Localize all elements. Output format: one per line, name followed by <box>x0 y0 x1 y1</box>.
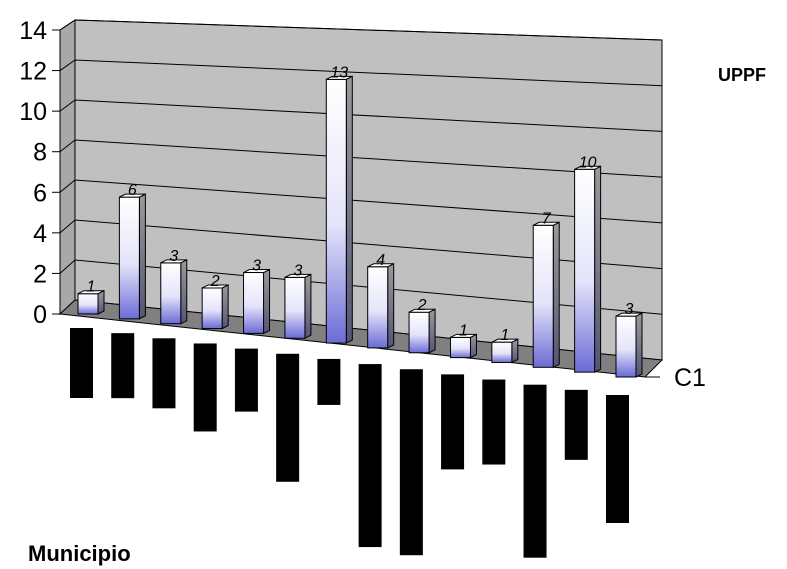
category-label-block <box>276 353 300 482</box>
bar-top <box>533 221 560 226</box>
bar-side <box>428 308 436 354</box>
bars <box>77 75 643 378</box>
gridline <box>59 179 663 224</box>
bar <box>284 276 306 339</box>
category-blocks <box>70 328 629 558</box>
category-label-block <box>193 343 217 432</box>
y-tick-label: 0 <box>33 301 47 329</box>
data-label: 10 <box>579 154 597 171</box>
gridline <box>59 219 663 270</box>
y-tick-label: 2 <box>33 260 47 288</box>
bar-top <box>367 263 394 268</box>
chart-side-wall <box>59 19 76 316</box>
bar <box>118 196 140 320</box>
bar-side <box>594 165 602 373</box>
category-label-block <box>441 374 465 470</box>
bar-side <box>221 284 229 330</box>
bar <box>449 336 471 359</box>
bar-side <box>635 312 643 378</box>
gridline <box>59 259 663 315</box>
bar-top <box>160 259 187 264</box>
category-label-block <box>111 333 135 399</box>
bar-side <box>263 268 271 335</box>
bar <box>325 78 347 344</box>
category-label-block <box>523 384 547 558</box>
y-tick-label: 6 <box>33 179 47 207</box>
data-label: 7 <box>542 210 552 227</box>
bar-side <box>469 333 477 359</box>
gridlines <box>59 19 663 315</box>
data-label: 3 <box>625 301 634 318</box>
y-tick-label: 12 <box>19 58 47 86</box>
bar-top <box>408 308 436 313</box>
bar <box>367 266 389 349</box>
bar-top <box>491 338 519 343</box>
bar <box>532 224 554 368</box>
bar-side <box>387 262 395 349</box>
bar-side <box>138 193 146 320</box>
bar-side <box>511 338 519 364</box>
y-tick-label: 4 <box>33 220 47 248</box>
bar <box>491 341 513 363</box>
bar-top <box>284 273 312 278</box>
gridline <box>59 59 663 87</box>
bar-top <box>615 312 643 317</box>
y-tick-label: 10 <box>19 98 47 126</box>
bar-top <box>450 333 477 338</box>
bar-top <box>326 75 353 80</box>
bar-top <box>243 269 270 274</box>
bar <box>408 311 430 354</box>
data-label: 1 <box>500 327 509 344</box>
legend-title: UPPF <box>718 65 766 85</box>
category-label-block <box>606 395 629 523</box>
category-label-block <box>399 369 423 556</box>
data-label: 6 <box>128 182 137 199</box>
category-label-block <box>482 379 506 465</box>
x-axis-label: Municipio <box>28 541 131 566</box>
series-axis-label: C1 <box>674 364 706 392</box>
y-axis-ticks: 0 2 4 6 8 10 12 14 <box>19 17 60 329</box>
bar-top <box>119 193 146 198</box>
gridline <box>59 139 663 178</box>
bar-side <box>180 259 188 325</box>
bar-top <box>574 165 601 170</box>
category-label-block <box>358 364 382 548</box>
data-label: 2 <box>210 273 220 290</box>
bar <box>574 168 596 373</box>
bar <box>77 293 99 315</box>
data-label: 3 <box>169 248 178 265</box>
bar-top <box>201 284 229 289</box>
gridline <box>59 19 663 41</box>
category-label-block <box>70 328 93 398</box>
y-tick-label: 8 <box>33 139 47 167</box>
y-tick-label: 14 <box>19 17 47 45</box>
data-label: 4 <box>376 252 385 269</box>
bar <box>201 287 223 330</box>
gridline <box>59 99 663 132</box>
bar-side <box>97 289 105 315</box>
data-label: 3 <box>252 258 261 275</box>
category-label-block <box>152 338 176 409</box>
data-label: 2 <box>417 297 427 314</box>
bar-side <box>304 273 312 340</box>
data-label: 13 <box>330 64 348 81</box>
bar <box>160 262 182 325</box>
bar-side <box>552 221 560 369</box>
data-label: 3 <box>293 262 302 279</box>
category-label-block <box>234 348 258 412</box>
bar <box>615 315 637 378</box>
bar <box>243 272 265 334</box>
category-label-block <box>564 389 588 460</box>
bar-top <box>77 290 105 295</box>
data-label: 1 <box>459 322 468 339</box>
data-label: 1 <box>87 279 96 296</box>
category-label-block <box>317 358 341 405</box>
bar-side <box>345 75 353 344</box>
